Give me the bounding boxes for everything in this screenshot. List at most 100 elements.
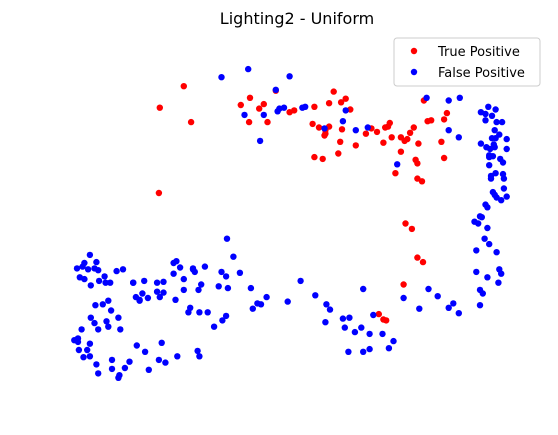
point-false-positive-31 — [498, 118, 506, 126]
point-false-positive-4 — [256, 137, 264, 145]
point-false-positive-74 — [495, 279, 502, 286]
point-false-positive-10 — [274, 108, 281, 115]
point-false-positive-84 — [400, 294, 407, 302]
point-false-positive-23 — [445, 127, 452, 134]
point-false-positive-82 — [425, 285, 432, 293]
point-true-positive-46 — [406, 129, 414, 136]
point-false-positive-126 — [84, 266, 92, 273]
point-false-positive-88 — [358, 324, 365, 331]
point-false-positive-189 — [139, 290, 146, 297]
point-false-positive-182 — [189, 266, 197, 273]
point-false-positive-171 — [187, 304, 194, 311]
point-false-positive-100 — [326, 306, 334, 313]
point-false-positive-131 — [87, 282, 95, 289]
point-true-positive-6 — [256, 105, 263, 112]
point-false-positive-90 — [379, 330, 386, 338]
point-false-positive-83 — [416, 305, 423, 312]
point-false-positive-146 — [75, 346, 83, 354]
point-false-positive-148 — [78, 326, 85, 333]
point-false-positive-191 — [156, 293, 163, 301]
point-false-positive-81 — [434, 293, 441, 300]
point-false-positive-26 — [455, 134, 462, 141]
legend-marker-false-positive — [410, 68, 418, 76]
point-false-positive-123 — [93, 258, 100, 266]
point-false-positive-78 — [455, 310, 462, 317]
point-false-positive-155 — [108, 365, 116, 373]
point-false-positive-12 — [342, 107, 349, 114]
point-false-positive-11 — [302, 103, 309, 111]
point-false-positive-167 — [115, 314, 122, 321]
point-true-positive-55 — [424, 118, 431, 125]
point-false-positive-203 — [180, 275, 187, 283]
point-false-positive-179 — [218, 268, 225, 276]
point-false-positive-154 — [95, 370, 102, 377]
point-true-positive-8 — [245, 118, 253, 126]
point-false-positive-103 — [297, 277, 304, 285]
point-true-positive-62 — [383, 317, 390, 324]
legend-box — [393, 37, 541, 87]
point-false-positive-175 — [223, 235, 231, 242]
point-true-positive-37 — [415, 140, 422, 147]
point-false-positive-165 — [194, 347, 201, 355]
point-false-positive-13 — [364, 124, 371, 131]
point-false-positive-198 — [180, 286, 187, 294]
point-false-positive-128 — [73, 265, 81, 272]
point-true-positive-16 — [342, 95, 349, 102]
point-false-positive-170 — [158, 339, 165, 346]
point-false-positive-5 — [241, 111, 248, 119]
point-false-positive-34 — [503, 135, 510, 143]
point-true-positive-44 — [401, 137, 408, 145]
point-false-positive-134 — [105, 297, 112, 304]
point-false-positive-124 — [86, 251, 94, 259]
point-false-positive-130 — [81, 275, 88, 283]
point-false-positive-105 — [284, 298, 291, 305]
point-false-positive-159 — [108, 356, 116, 364]
legend-label-true-positive: True Positive — [437, 45, 520, 60]
point-false-positive-43 — [491, 144, 498, 151]
legend-marker-true-positive — [410, 47, 418, 55]
point-false-positive-174 — [224, 284, 232, 292]
point-true-positive-41 — [319, 155, 326, 163]
point-false-positive-184 — [170, 270, 177, 277]
point-false-positive-150 — [71, 337, 78, 344]
point-true-positive-42 — [335, 150, 342, 157]
point-false-positive-45 — [486, 153, 493, 161]
point-false-positive-97 — [360, 348, 367, 355]
point-true-positive-27 — [362, 130, 370, 137]
point-false-positive-117 — [119, 266, 127, 273]
point-false-positive-169 — [141, 348, 149, 355]
point-true-positive-0 — [180, 83, 187, 90]
point-true-positive-2 — [187, 118, 195, 126]
point-false-positive-109 — [219, 317, 226, 324]
point-false-positive-35 — [503, 145, 510, 153]
point-false-positive-173 — [215, 283, 222, 290]
point-false-positive-89 — [360, 285, 367, 293]
point-false-positive-104 — [263, 293, 270, 301]
point-true-positive-12 — [311, 103, 318, 111]
point-true-positive-51 — [440, 116, 448, 123]
point-false-positive-136 — [99, 301, 107, 308]
point-false-positive-101 — [323, 301, 330, 308]
point-false-positive-102 — [312, 292, 319, 299]
point-false-positive-166 — [155, 356, 163, 364]
point-true-positive-43 — [352, 142, 359, 149]
point-true-positive-53 — [392, 170, 399, 177]
point-false-positive-65 — [484, 224, 491, 232]
point-true-positive-45 — [414, 160, 421, 167]
point-false-positive-107 — [249, 305, 256, 312]
point-true-positive-52 — [440, 154, 448, 162]
legend: True Positive False Positive — [393, 37, 541, 87]
point-false-positive-157 — [121, 364, 129, 372]
point-false-positive-199 — [247, 284, 255, 292]
point-false-positive-201 — [198, 281, 205, 288]
point-false-positive-36 — [488, 135, 496, 142]
point-true-positive-15 — [337, 99, 345, 106]
point-false-positive-113 — [172, 296, 179, 303]
point-true-positive-13 — [330, 88, 337, 95]
point-false-positive-16 — [321, 125, 328, 132]
points-layer — [71, 65, 510, 381]
point-true-positive-63 — [400, 281, 407, 288]
point-false-positive-108 — [222, 312, 230, 320]
point-false-positive-200 — [254, 300, 261, 307]
